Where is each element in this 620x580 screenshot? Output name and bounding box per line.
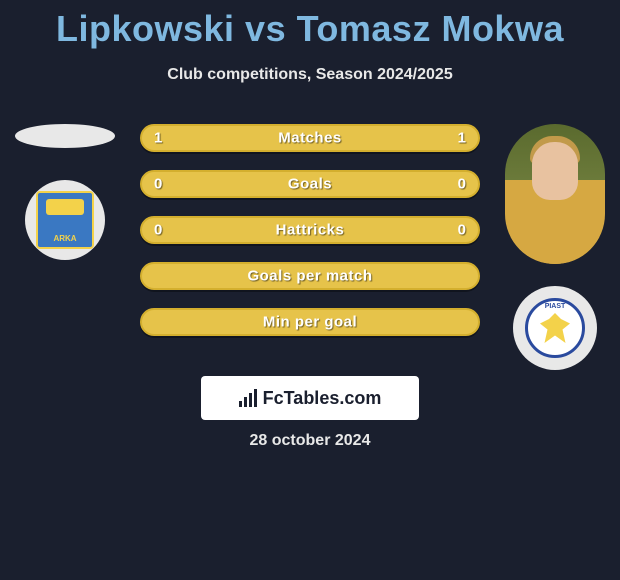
stat-right-value: 0 [458, 176, 466, 193]
stat-label: Min per goal [263, 314, 357, 331]
stat-bar-goals-per-match: Goals per match [140, 262, 480, 290]
club-crest-right-label: PIAST [528, 303, 582, 310]
club-crest-right: PIAST [513, 286, 597, 370]
club-crest-left: ARKA [25, 180, 105, 260]
eagle-icon [540, 313, 570, 343]
stat-right-value: 1 [458, 130, 466, 147]
player-left-photo-placeholder [15, 124, 115, 148]
player-left-column: ARKA [10, 124, 120, 260]
stat-left-value: 1 [154, 130, 162, 147]
stat-bar-matches: 1 Matches 1 [140, 124, 480, 152]
stats-area: 1 Matches 1 0 Goals 0 0 Hattricks 0 Goal… [140, 124, 480, 354]
stat-bar-min-per-goal: Min per goal [140, 308, 480, 336]
page-title: Lipkowski vs Tomasz Mokwa [0, 0, 620, 50]
branding-box: FcTables.com [201, 376, 419, 420]
stat-bar-hattricks: 0 Hattricks 0 [140, 216, 480, 244]
date-line: 28 october 2024 [0, 432, 620, 450]
stat-right-value: 0 [458, 222, 466, 239]
stat-label: Matches [278, 130, 342, 147]
club-crest-left-label: ARKA [38, 234, 92, 243]
brand-text: FcTables.com [263, 388, 382, 409]
stat-left-value: 0 [154, 222, 162, 239]
stat-label: Goals [288, 176, 332, 193]
bars-icon [239, 389, 257, 407]
subtitle: Club competitions, Season 2024/2025 [0, 66, 620, 84]
stat-left-value: 0 [154, 176, 162, 193]
stat-label: Goals per match [247, 268, 372, 285]
player-right-photo [505, 124, 605, 264]
club-crest-right-badge-icon: PIAST [525, 298, 585, 358]
stat-bar-goals: 0 Goals 0 [140, 170, 480, 198]
player-right-column: PIAST [500, 124, 610, 370]
stat-label: Hattricks [276, 222, 345, 239]
club-crest-left-shield-icon: ARKA [36, 191, 94, 249]
